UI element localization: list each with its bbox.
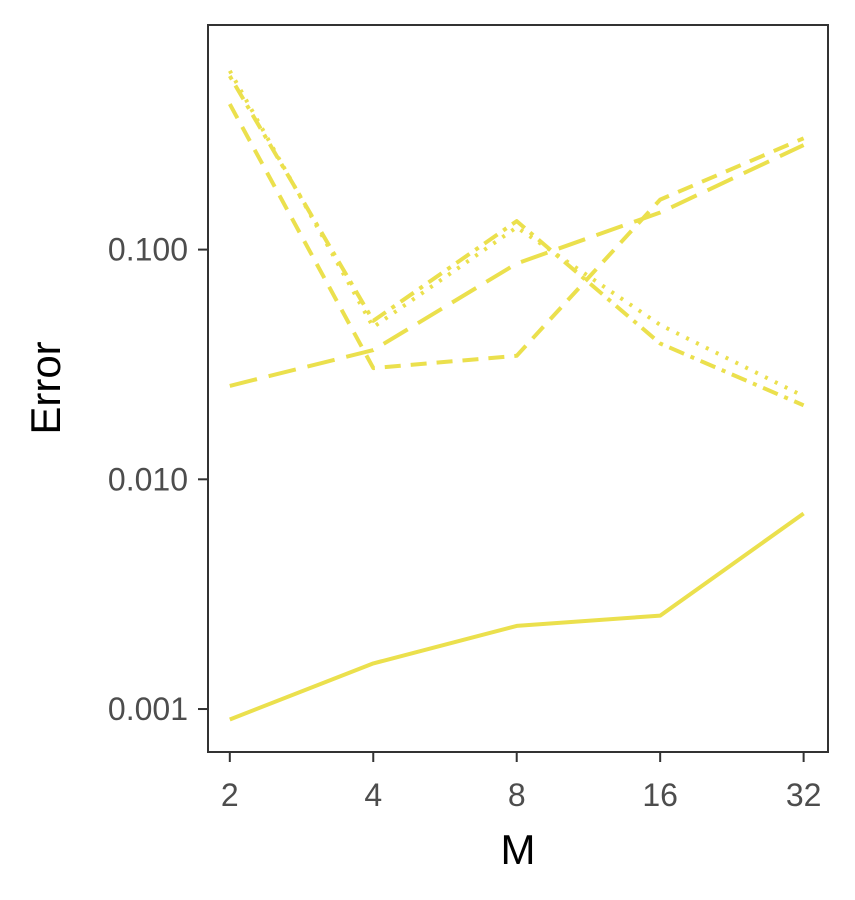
plot-panel [207,24,829,753]
y-tick-label: 0.100 [108,232,188,268]
x-tick-label: 2 [221,777,239,813]
y-tick-label: 0.010 [108,461,188,497]
y-tick-label: 0.001 [108,691,188,727]
series-line-5-dotted [228,69,805,398]
y-axis-title: Error [22,341,69,434]
x-tick-label: 4 [364,777,382,813]
series-line-1-solid [229,511,805,722]
series-line-4-dotdash [228,74,805,408]
y-axis: 0.001 0.010 0.100 [108,232,208,727]
x-axis-title: M [501,826,536,873]
x-tick-label: 8 [508,777,526,813]
series-line-3-dashed [228,103,805,371]
x-tick-label: 32 [786,777,822,813]
x-tick-label: 16 [642,777,678,813]
series-layer [228,69,805,722]
x-axis: 2 4 8 16 32 [221,752,822,813]
series-line-2-longdash [229,143,805,388]
